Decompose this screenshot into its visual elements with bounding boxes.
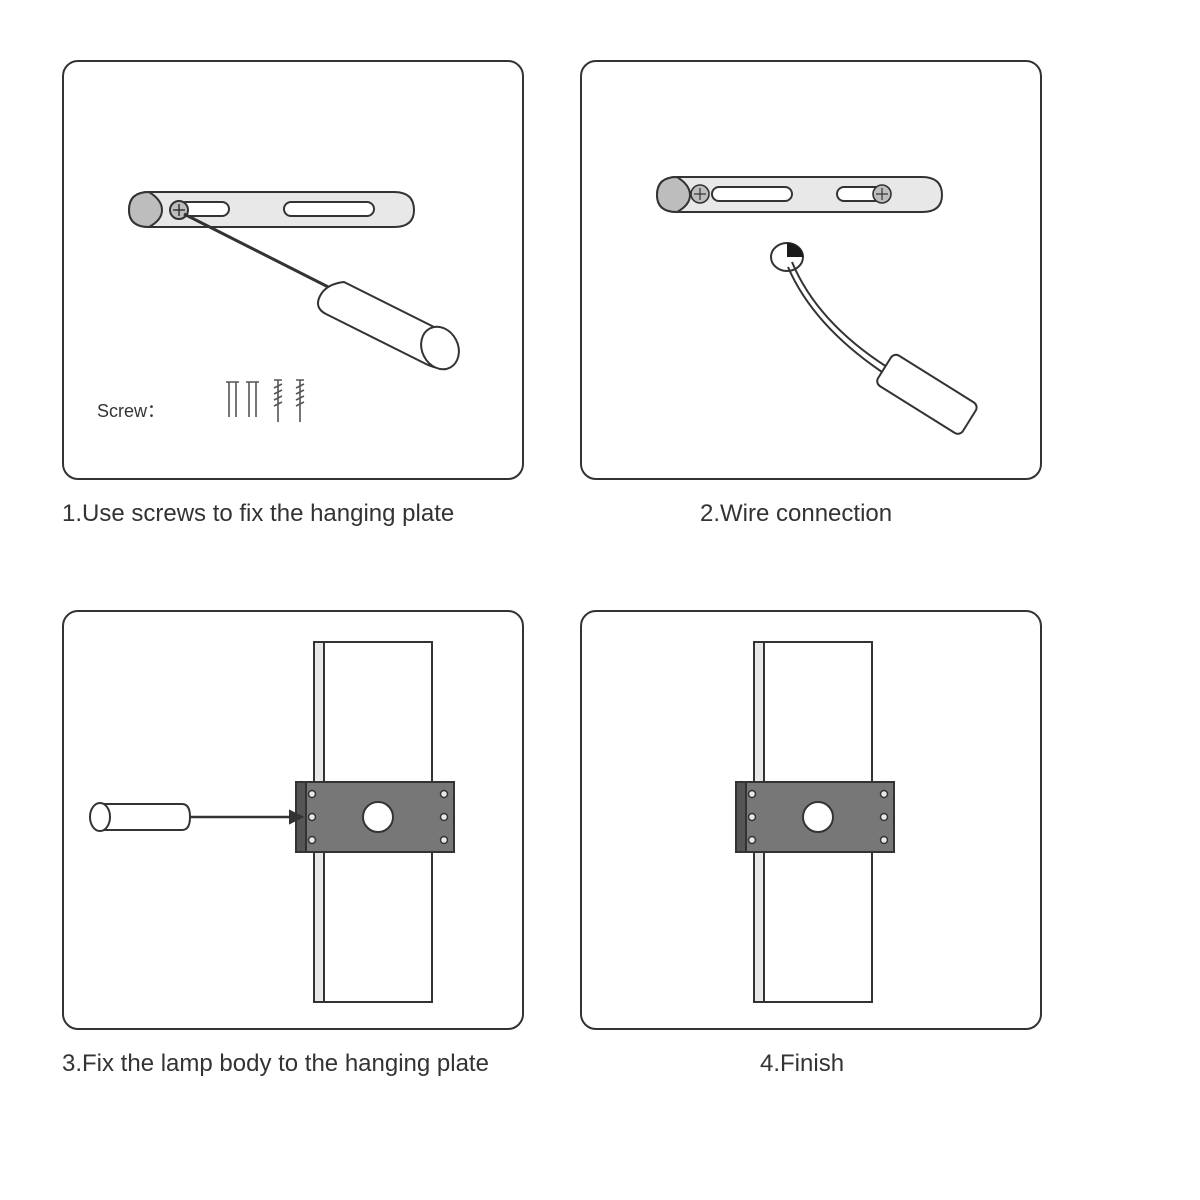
step-3-diagram <box>64 612 526 1032</box>
step-2-diagram <box>582 62 1044 482</box>
instruction-sheet: Screw： <box>0 0 1200 1200</box>
caption-step-4: 4.Finish <box>760 1050 844 1078</box>
caption-step-2: 2.Wire connection <box>700 500 892 528</box>
panel-step-1: Screw： <box>62 60 524 480</box>
caption-step-1: 1.Use screws to fix the hanging plate <box>62 500 454 528</box>
panel-step-4 <box>580 610 1042 1030</box>
panel-step-3 <box>62 610 524 1030</box>
step-4-diagram <box>582 612 1044 1032</box>
caption-step-3: 3.Fix the lamp body to the hanging plate <box>62 1050 489 1078</box>
panel-step-2 <box>580 60 1042 480</box>
screw-label: Screw： <box>97 397 165 423</box>
